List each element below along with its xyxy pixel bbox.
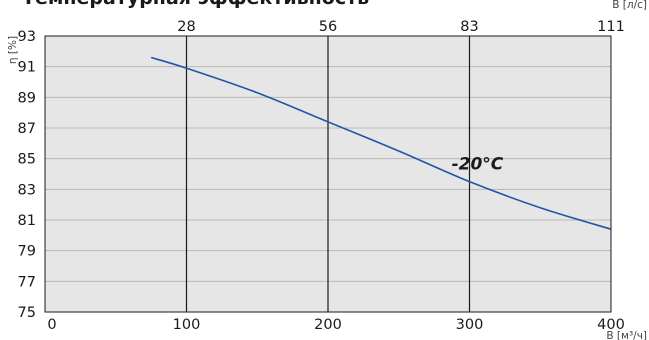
y-tick-label: 79 xyxy=(18,244,36,260)
y-tick-label: 89 xyxy=(18,90,36,106)
y-axis-label: η [%] xyxy=(7,36,19,64)
y-tick-label: 91 xyxy=(18,60,36,76)
y-tick-label: 87 xyxy=(18,121,36,137)
curve-annotation: -20°C xyxy=(452,154,504,174)
x-tick-label: 200 xyxy=(314,317,342,333)
y-tick-label: 85 xyxy=(18,152,36,168)
y-tick-label: 75 xyxy=(18,305,36,321)
top-axis-tick-label: 28 xyxy=(177,19,195,35)
chart-title: Температурная эффективность xyxy=(22,0,369,9)
y-tick-label: 77 xyxy=(18,274,36,290)
x-tick-label: 100 xyxy=(173,317,201,333)
top-axis-tick-label: 111 xyxy=(597,19,625,35)
series-line xyxy=(150,56,612,230)
x-axis-label: В [м³/ч] xyxy=(606,330,647,340)
y-tick-label: 93 xyxy=(18,29,36,45)
y-tick-label: 81 xyxy=(18,213,36,229)
plot-frame xyxy=(44,35,612,313)
top-axis-label: В [л/с] xyxy=(612,0,647,11)
top-axis-tick-label: 83 xyxy=(460,19,478,35)
y-tick-label: 83 xyxy=(18,182,36,198)
x-tick-label: 300 xyxy=(456,317,484,333)
x-tick-label: 0 xyxy=(47,317,56,333)
top-axis-tick-label: 56 xyxy=(319,19,337,35)
x-tick-label: 400 xyxy=(597,317,625,333)
